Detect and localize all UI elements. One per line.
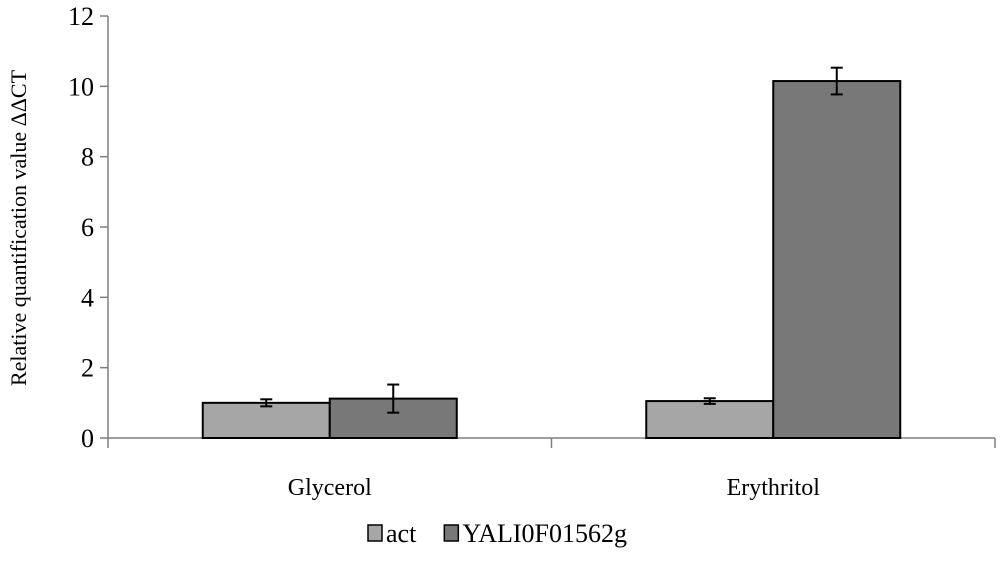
x-category-label: Erythritol: [727, 475, 821, 501]
bar-yali0f01562g-erythritol: [772, 80, 902, 440]
y-tick-label: 10: [68, 72, 94, 101]
y-tick-label: 2: [81, 354, 94, 383]
y-tick-label: 12: [68, 2, 94, 31]
bar-act-erythritol: [645, 400, 775, 440]
legend-label: act: [386, 519, 417, 548]
y-tick-label: 4: [81, 283, 94, 312]
bar-act-glycerol: [201, 401, 331, 440]
x-category-label: Glycerol: [288, 475, 372, 501]
legend-label: YALI0F01562g: [462, 519, 627, 548]
y-tick-label: 0: [81, 424, 94, 453]
y-tick-label: 8: [81, 143, 94, 172]
legend: act YALI0F01562g: [367, 519, 627, 548]
y-axis-label: Relative quantification value ΔΔCT: [6, 69, 31, 386]
legend-swatch: [443, 524, 460, 542]
legend-swatch: [367, 524, 383, 542]
bars: [201, 66, 902, 440]
y-tick-label: 6: [81, 213, 94, 242]
